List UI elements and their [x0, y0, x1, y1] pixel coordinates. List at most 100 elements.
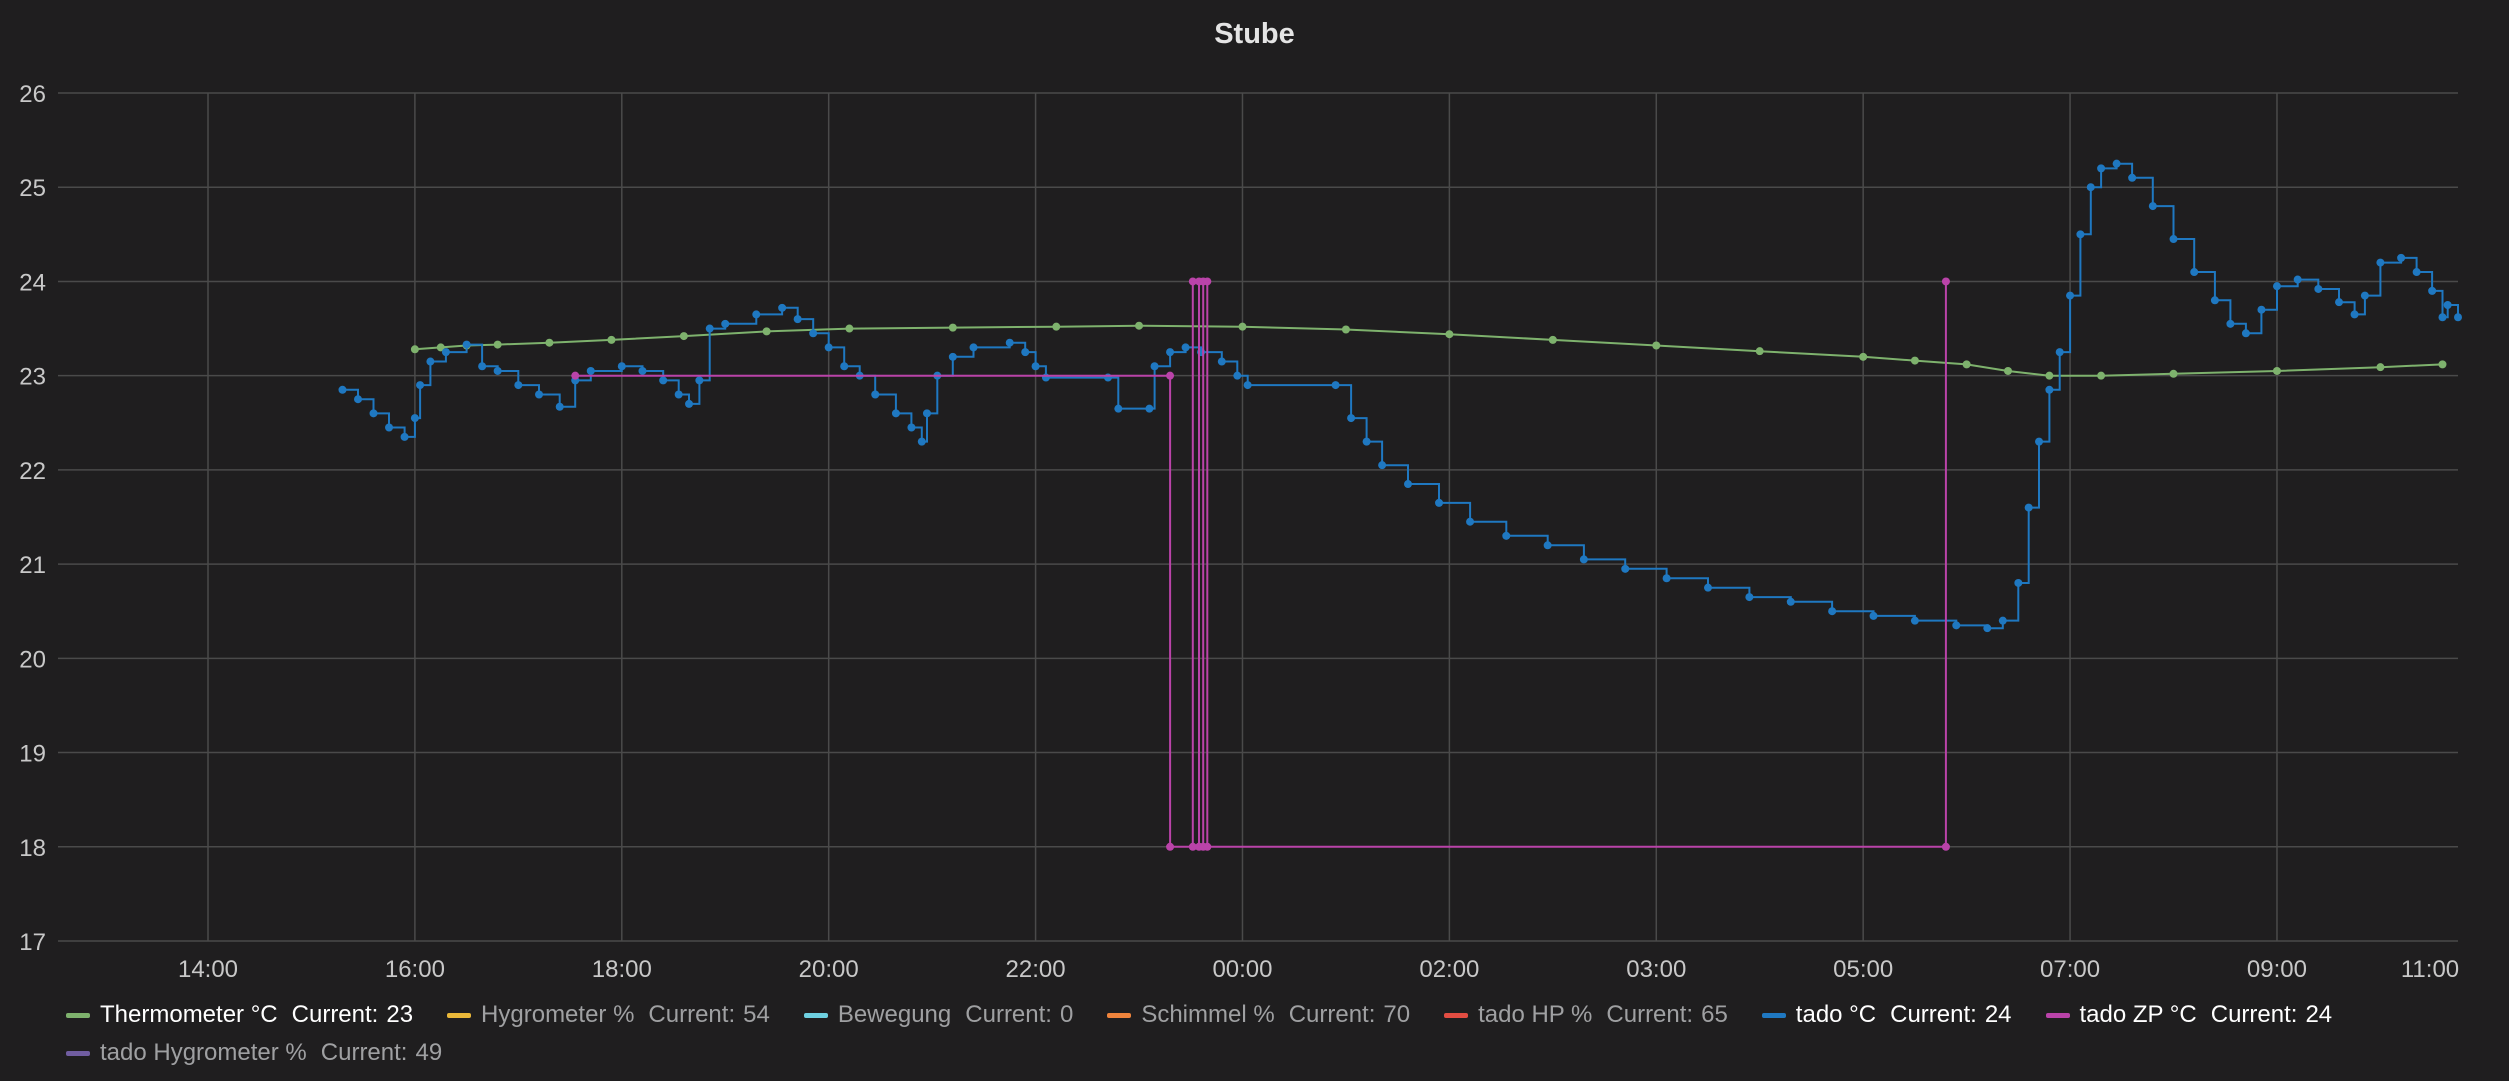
data-point[interactable] — [1755, 347, 1764, 356]
data-point[interactable] — [2045, 385, 2054, 394]
data-point[interactable] — [1243, 381, 1252, 390]
data-point[interactable] — [679, 332, 688, 341]
data-point[interactable] — [1652, 341, 1661, 350]
data-point[interactable] — [1021, 348, 1030, 357]
data-point[interactable] — [922, 409, 931, 418]
data-point[interactable] — [891, 409, 900, 418]
data-point[interactable] — [2076, 230, 2085, 239]
data-point[interactable] — [1217, 357, 1226, 366]
data-point[interactable] — [917, 437, 926, 446]
data-point[interactable] — [1052, 322, 1061, 331]
data-point[interactable] — [1114, 404, 1123, 413]
data-point[interactable] — [385, 423, 394, 432]
data-point[interactable] — [1941, 842, 1950, 851]
data-point[interactable] — [778, 303, 787, 312]
legend-item[interactable]: tado ZP °C Current: 24 — [2045, 1000, 2332, 1030]
data-point[interactable] — [2376, 363, 2385, 372]
data-point[interactable] — [840, 362, 849, 371]
data-point[interactable] — [493, 340, 502, 349]
data-point[interactable] — [1910, 616, 1919, 625]
data-point[interactable] — [2097, 371, 2106, 380]
legend-item[interactable]: Schimmel % Current: 70 — [1107, 1000, 1410, 1030]
data-point[interactable] — [695, 376, 704, 385]
legend-item[interactable]: tado Hygrometer % Current: 49 — [66, 1038, 442, 1068]
data-point[interactable] — [1548, 335, 1557, 344]
legend-series-name[interactable]: tado Hygrometer % — [100, 1039, 307, 1066]
data-point[interactable] — [1347, 414, 1356, 423]
legend-series-name[interactable]: tado ZP °C — [2079, 1001, 2197, 1028]
data-point[interactable] — [2226, 319, 2235, 328]
data-point[interactable] — [824, 343, 833, 352]
data-point[interactable] — [416, 381, 425, 390]
data-point[interactable] — [1941, 277, 1950, 286]
data-point[interactable] — [2190, 268, 2199, 277]
data-point[interactable] — [685, 399, 694, 408]
legend-series-name[interactable]: Hygrometer % — [481, 1001, 635, 1028]
data-point[interactable] — [969, 343, 978, 352]
data-point[interactable] — [1786, 597, 1795, 606]
data-point[interactable] — [2128, 173, 2137, 182]
data-point[interactable] — [2360, 291, 2369, 300]
data-point[interactable] — [1238, 322, 1247, 331]
data-point[interactable] — [2272, 366, 2281, 375]
series-line[interactable] — [342, 162, 2459, 630]
data-point[interactable] — [441, 348, 450, 357]
data-point[interactable] — [1543, 541, 1552, 550]
data-point[interactable] — [762, 327, 771, 336]
data-point[interactable] — [2438, 360, 2447, 369]
panel-title[interactable]: Stube — [1214, 18, 1295, 50]
data-point[interactable] — [1502, 531, 1511, 540]
data-point[interactable] — [1962, 360, 1971, 369]
data-point[interactable] — [400, 432, 409, 441]
data-point[interactable] — [1621, 564, 1630, 573]
legend-series-name[interactable]: Schimmel % — [1141, 1001, 1275, 1028]
data-point[interactable] — [2293, 275, 2302, 284]
data-point[interactable] — [2376, 258, 2385, 267]
data-point[interactable] — [514, 381, 523, 390]
legend-series-name[interactable]: Bewegung — [837, 1001, 952, 1028]
data-point[interactable] — [1188, 277, 1197, 286]
legend-item[interactable]: Hygrometer % Current: 54 — [447, 1000, 770, 1030]
data-point[interactable] — [1445, 330, 1454, 339]
data-point[interactable] — [1998, 616, 2007, 625]
data-point[interactable] — [845, 324, 854, 333]
data-point[interactable] — [2148, 202, 2157, 211]
data-point[interactable] — [948, 352, 957, 361]
data-point[interactable] — [2035, 437, 2044, 446]
data-point[interactable] — [1435, 498, 1444, 507]
data-point[interactable] — [809, 329, 818, 338]
data-point[interactable] — [2257, 305, 2266, 314]
data-point[interactable] — [1466, 517, 1475, 526]
data-point[interactable] — [436, 343, 445, 352]
data-point[interactable] — [555, 402, 564, 411]
data-point[interactable] — [2350, 310, 2359, 319]
data-point[interactable] — [1341, 325, 1350, 334]
data-point[interactable] — [1859, 352, 1868, 361]
data-point[interactable] — [2210, 296, 2219, 305]
data-point[interactable] — [1910, 356, 1919, 365]
data-point[interactable] — [2438, 313, 2447, 322]
data-point[interactable] — [1404, 480, 1412, 489]
data-point[interactable] — [1166, 371, 1175, 380]
data-point[interactable] — [586, 366, 595, 375]
data-point[interactable] — [2045, 371, 2054, 380]
data-point[interactable] — [354, 395, 362, 404]
data-point[interactable] — [1579, 555, 1588, 564]
data-point[interactable] — [2086, 183, 2095, 192]
data-point[interactable] — [410, 345, 419, 354]
legend-item[interactable]: Bewegung Current: 0 — [803, 1000, 1073, 1030]
data-point[interactable] — [1745, 593, 1754, 602]
data-point[interactable] — [1145, 404, 1154, 413]
data-point[interactable] — [2443, 301, 2452, 309]
legend-item[interactable]: Thermometer °C Current: 23 — [66, 1000, 413, 1030]
data-point[interactable] — [410, 414, 419, 423]
data-point[interactable] — [1203, 277, 1212, 286]
series-0[interactable] — [410, 321, 2447, 380]
data-point[interactable] — [1135, 321, 1144, 330]
data-point[interactable] — [1203, 842, 1212, 851]
data-point[interactable] — [2428, 286, 2437, 295]
legend-item[interactable]: tado °C Current: 24 — [1761, 1000, 2012, 1030]
series-2[interactable] — [571, 277, 1950, 851]
data-point[interactable] — [2169, 369, 2178, 378]
data-point[interactable] — [2335, 298, 2344, 307]
